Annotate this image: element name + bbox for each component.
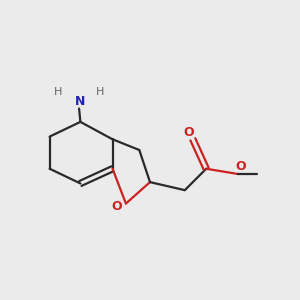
Text: H: H [96, 87, 105, 98]
Text: O: O [236, 160, 246, 172]
Text: H: H [53, 87, 62, 98]
Text: O: O [111, 200, 122, 213]
Text: O: O [184, 126, 194, 139]
Text: N: N [75, 95, 85, 108]
